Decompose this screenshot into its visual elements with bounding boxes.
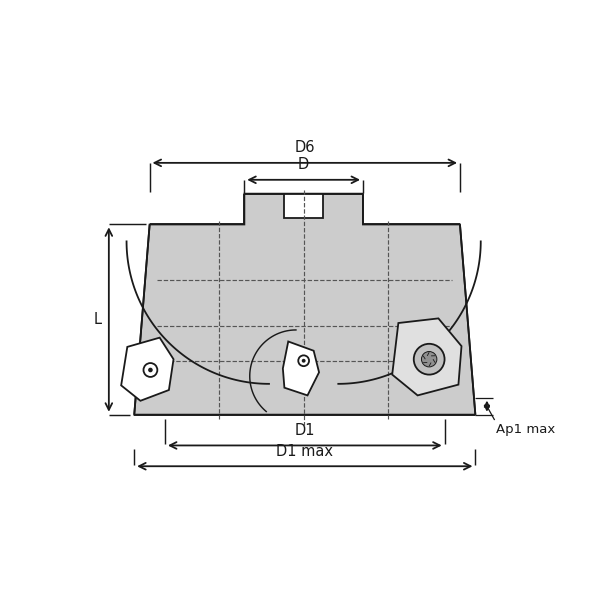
Polygon shape xyxy=(392,319,461,395)
Circle shape xyxy=(302,359,305,362)
Polygon shape xyxy=(121,338,173,401)
Polygon shape xyxy=(283,341,319,395)
Text: D1 max: D1 max xyxy=(277,443,334,458)
Text: D1: D1 xyxy=(295,423,315,438)
Circle shape xyxy=(421,352,437,367)
Polygon shape xyxy=(134,194,475,415)
Text: Ap1 max: Ap1 max xyxy=(496,423,556,436)
Circle shape xyxy=(148,368,153,372)
Text: D6: D6 xyxy=(295,140,315,155)
Circle shape xyxy=(414,344,445,374)
Text: D: D xyxy=(298,157,309,172)
Polygon shape xyxy=(284,194,323,218)
Text: L: L xyxy=(93,312,101,327)
